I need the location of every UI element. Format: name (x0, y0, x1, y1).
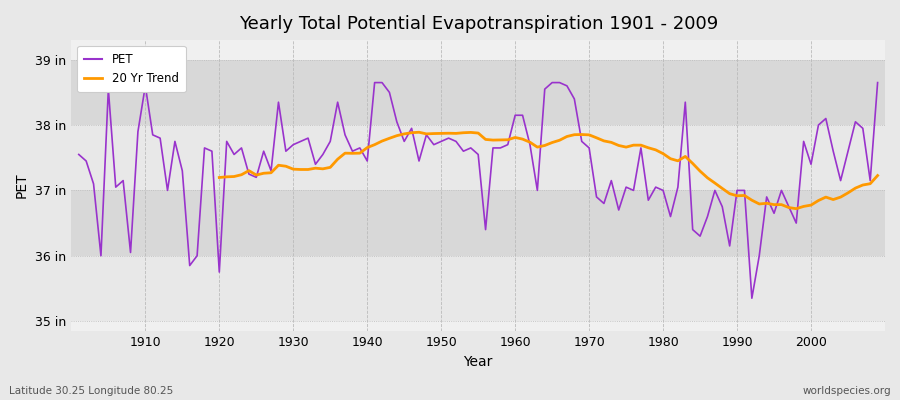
Legend: PET, 20 Yr Trend: PET, 20 Yr Trend (77, 46, 185, 92)
Bar (71, 256, 885, 321)
Bar (71, 190, 885, 256)
Y-axis label: PET: PET (15, 173, 29, 198)
X-axis label: Year: Year (464, 355, 493, 369)
Bar (71, 60, 885, 125)
Text: worldspecies.org: worldspecies.org (803, 386, 891, 396)
Text: Latitude 30.25 Longitude 80.25: Latitude 30.25 Longitude 80.25 (9, 386, 173, 396)
Bar (71, 125, 885, 190)
Title: Yearly Total Potential Evapotranspiration 1901 - 2009: Yearly Total Potential Evapotranspiratio… (238, 15, 718, 33)
